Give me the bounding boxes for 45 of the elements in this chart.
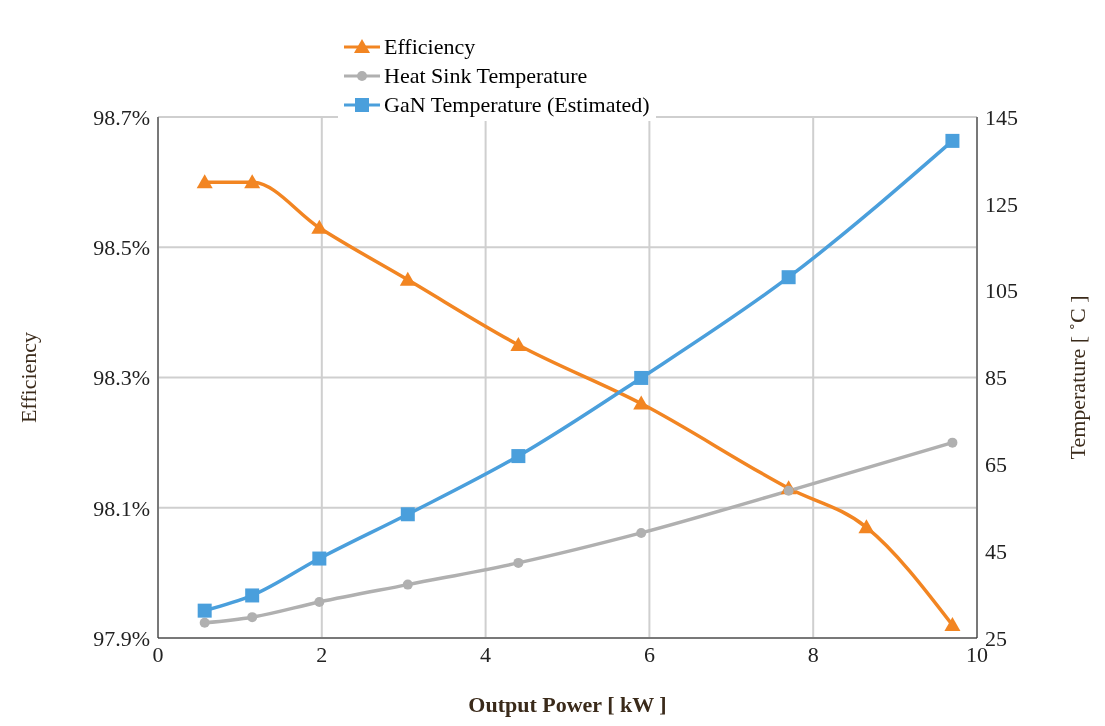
point bbox=[511, 449, 526, 464]
point bbox=[245, 588, 260, 603]
point bbox=[399, 271, 416, 286]
point bbox=[858, 519, 875, 534]
y2-tick-label: 105 bbox=[985, 278, 1018, 304]
point bbox=[196, 174, 213, 189]
point bbox=[402, 579, 413, 590]
point bbox=[199, 617, 210, 628]
y-tick-label: 98.3% bbox=[93, 365, 150, 391]
point bbox=[510, 336, 527, 351]
x-tick-label: 0 bbox=[152, 641, 164, 667]
point bbox=[633, 395, 650, 410]
point bbox=[312, 551, 327, 566]
point bbox=[634, 370, 649, 385]
y2-tick-label: 45 bbox=[985, 538, 1007, 564]
y2-axis-title: Temperature [ ˚C ] bbox=[1064, 295, 1090, 460]
y-tick-label: 98.7% bbox=[93, 104, 150, 130]
point bbox=[400, 507, 415, 522]
legend-label: Heat Sink Temperature bbox=[384, 62, 588, 90]
point bbox=[945, 133, 960, 148]
y-tick-label: 97.9% bbox=[93, 625, 150, 651]
point bbox=[314, 596, 325, 607]
legend-label: GaN Temperature (Estimated) bbox=[384, 91, 650, 119]
point bbox=[244, 174, 261, 189]
point bbox=[636, 527, 647, 538]
y2-tick-label: 85 bbox=[985, 365, 1007, 391]
legend-label: Efficiency bbox=[384, 33, 476, 61]
y2-tick-label: 125 bbox=[985, 191, 1018, 217]
y2-tick-label: 145 bbox=[985, 104, 1018, 130]
point bbox=[197, 603, 212, 618]
point bbox=[944, 616, 961, 631]
x-tick-label: 6 bbox=[643, 641, 655, 667]
y-tick-label: 98.1% bbox=[93, 495, 150, 521]
point bbox=[311, 219, 328, 234]
x-axis-title: Output Power [ kW ] bbox=[468, 692, 667, 717]
y-tick-label: 98.5% bbox=[93, 235, 150, 261]
point bbox=[247, 612, 258, 623]
y-axis-title: Efficiency bbox=[15, 331, 41, 424]
point bbox=[513, 557, 524, 568]
point bbox=[781, 270, 796, 285]
point bbox=[947, 437, 958, 448]
x-tick-label: 2 bbox=[316, 641, 328, 667]
y2-tick-label: 65 bbox=[985, 452, 1007, 478]
x-tick-label: 8 bbox=[807, 641, 819, 667]
x-tick-label: 4 bbox=[480, 641, 492, 667]
